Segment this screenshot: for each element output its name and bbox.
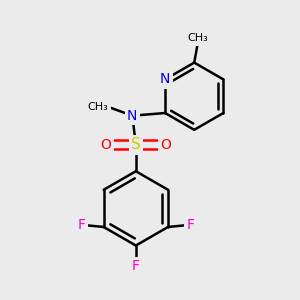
- Text: F: F: [77, 218, 85, 232]
- Text: O: O: [100, 138, 111, 152]
- Text: F: F: [186, 218, 194, 232]
- Text: O: O: [160, 138, 171, 152]
- Text: N: N: [127, 109, 137, 123]
- Text: F: F: [132, 259, 140, 273]
- Text: S: S: [131, 137, 141, 152]
- Text: N: N: [160, 72, 170, 86]
- Text: CH₃: CH₃: [88, 102, 108, 112]
- Text: CH₃: CH₃: [188, 33, 208, 43]
